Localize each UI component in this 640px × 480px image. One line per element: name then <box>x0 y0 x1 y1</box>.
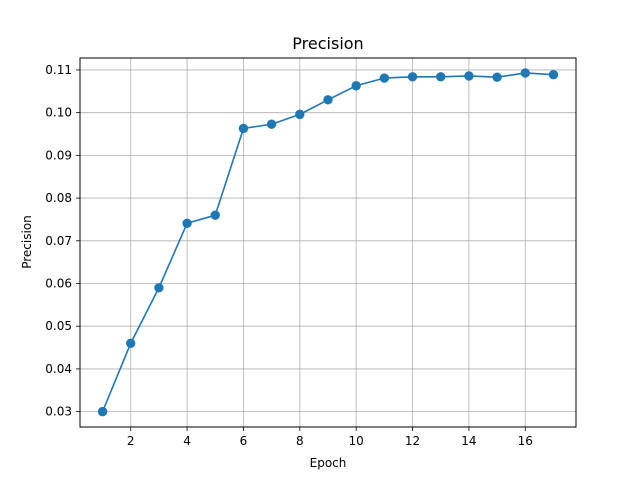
data-point <box>154 283 164 293</box>
y-tick-label: 0.08 <box>45 191 72 205</box>
chart-title: Precision <box>292 34 363 53</box>
data-point <box>126 338 136 348</box>
y-tick-label: 0.07 <box>45 234 72 248</box>
x-tick-label: 2 <box>127 434 135 448</box>
data-point <box>210 210 220 220</box>
data-point <box>492 72 502 82</box>
data-point <box>379 73 390 83</box>
data-point <box>182 218 192 228</box>
data-point <box>266 119 277 129</box>
y-tick-label: 0.06 <box>45 277 72 291</box>
x-tick-label: 16 <box>518 434 533 448</box>
axes-layer: 2 4 6 8 10 12 14 16 0.03 0.04 0.05 0.06 0.07 0.08 0.09… <box>45 57 577 448</box>
data-point <box>351 81 361 91</box>
data-point <box>323 95 333 105</box>
series-layer <box>97 68 559 417</box>
data-point <box>436 72 446 82</box>
y-tick-label: 0.11 <box>45 63 72 77</box>
series-line <box>101 72 554 412</box>
x-axis-label: Epoch <box>310 456 347 470</box>
y-axis-label: Precision <box>20 215 34 269</box>
x-tick-label: 12 <box>405 434 420 448</box>
data-point <box>97 406 108 417</box>
y-tick-label: 0.05 <box>45 319 72 333</box>
x-tick-label: 10 <box>349 434 364 448</box>
data-point <box>464 71 474 81</box>
x-tick-label: 14 <box>461 434 476 448</box>
data-point <box>238 123 249 134</box>
data-point <box>520 68 530 78</box>
y-tick-label: 0.10 <box>45 106 72 120</box>
grid-layer <box>80 58 576 427</box>
x-tick-label: 4 <box>183 434 191 448</box>
data-point <box>548 69 559 80</box>
data-point <box>295 109 305 120</box>
y-tick-label: 0.04 <box>45 362 72 376</box>
label-layer: Precision Epoch Precision <box>20 34 364 470</box>
y-tick-label: 0.09 <box>45 148 72 162</box>
x-tick-label: 6 <box>240 434 248 448</box>
x-tick-label: 8 <box>296 434 304 448</box>
y-tick-label: 0.03 <box>45 405 72 419</box>
plot-frame <box>79 57 577 428</box>
data-point <box>407 72 418 82</box>
